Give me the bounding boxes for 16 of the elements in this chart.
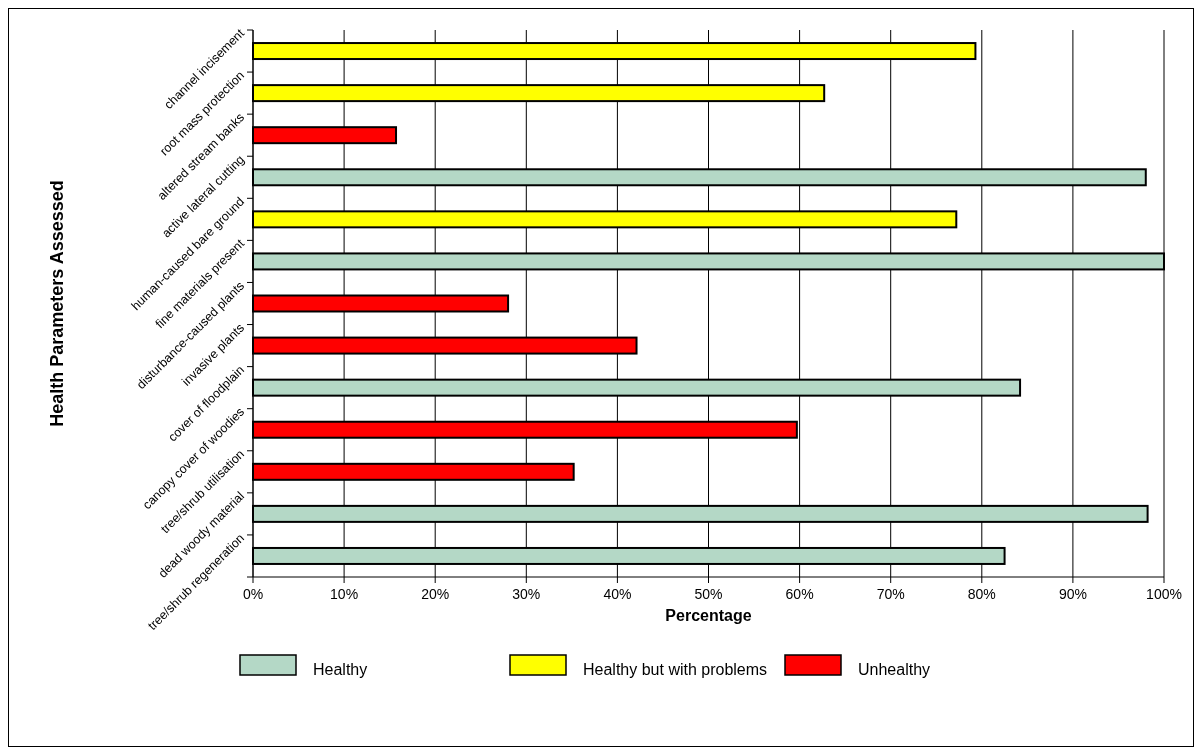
x-tick-label: 60% bbox=[785, 586, 814, 602]
x-tick-label: 80% bbox=[967, 586, 996, 602]
x-tick-label: 100% bbox=[1146, 586, 1182, 602]
x-tick-label: 90% bbox=[1058, 586, 1087, 602]
x-axis-title: Percentage bbox=[665, 607, 752, 624]
x-tick-label: 30% bbox=[512, 586, 541, 602]
legend-label: Healthy but with problems bbox=[583, 661, 768, 678]
y-axis-title: Health Parameters Assessed bbox=[47, 180, 67, 427]
x-tick-label: 20% bbox=[421, 586, 450, 602]
x-tick-label: 40% bbox=[603, 586, 632, 602]
x-tick-label: 0% bbox=[242, 586, 264, 602]
x-tick-label: 50% bbox=[694, 586, 723, 602]
legend-label: Healthy bbox=[313, 661, 368, 678]
x-tick-label: 70% bbox=[876, 586, 905, 602]
legend-label: Unhealthy bbox=[858, 661, 931, 678]
x-tick-label: 10% bbox=[330, 586, 359, 602]
